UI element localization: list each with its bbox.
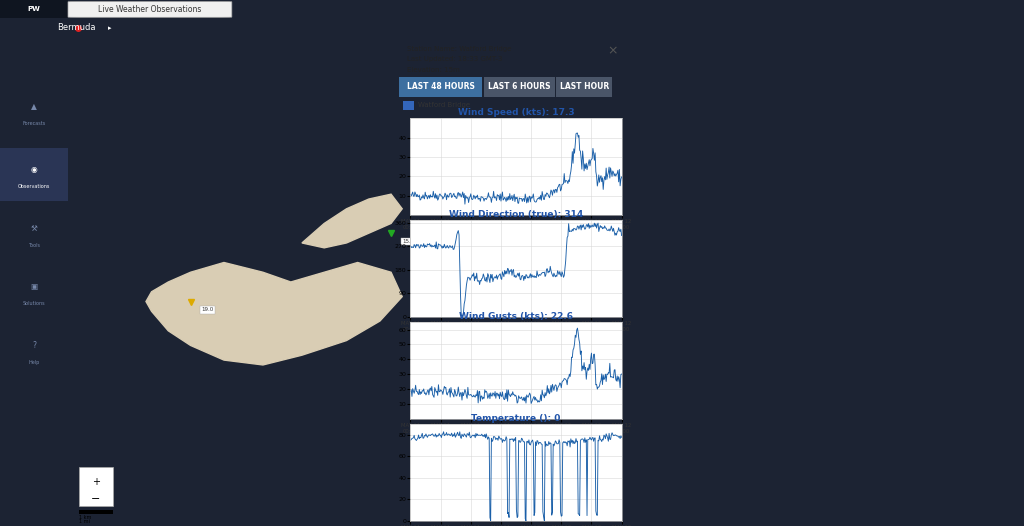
Polygon shape (146, 262, 402, 365)
Text: ▣: ▣ (31, 282, 38, 291)
Bar (0, 148, 68, 201)
Text: 1 mi: 1 mi (79, 519, 90, 524)
Text: 19.0: 19.0 (202, 307, 214, 312)
Text: Forecasts: Forecasts (23, 121, 46, 126)
Text: ▸: ▸ (108, 25, 111, 31)
Text: Observations: Observations (17, 184, 50, 189)
Text: ×: × (607, 45, 618, 58)
Text: Solutions: Solutions (23, 301, 45, 307)
Bar (556, 77, 611, 97)
Text: LAST 48 HOURS: LAST 48 HOURS (407, 83, 474, 92)
Title: Wind Direction (true): 314: Wind Direction (true): 314 (449, 210, 583, 219)
Text: LAST 6 HOURS: LAST 6 HOURS (488, 83, 551, 92)
Text: ⚒: ⚒ (31, 224, 38, 233)
Title: Temperature (): 0: Temperature (): 0 (471, 414, 561, 423)
Title: Wind Speed (kts): 17.3: Wind Speed (kts): 17.3 (458, 108, 574, 117)
Text: PW: PW (28, 6, 40, 12)
Bar (398, 77, 482, 97)
Text: Help: Help (29, 360, 40, 365)
Text: +: + (92, 477, 100, 487)
Text: Live Weather Observations: Live Weather Observations (98, 5, 202, 14)
Text: Bermuda: Bermuda (57, 24, 96, 33)
Text: ?: ? (32, 341, 36, 350)
Bar (402, 101, 414, 110)
Polygon shape (302, 194, 402, 248)
Text: LAST HOUR: LAST HOUR (559, 83, 608, 92)
Bar (79, 468, 113, 507)
Text: ▲: ▲ (31, 102, 37, 111)
Text: 15.4: 15.4 (402, 239, 415, 244)
Text: Tools: Tools (28, 243, 40, 248)
Text: 1 km: 1 km (79, 514, 91, 520)
Title: Wind Gusts (kts): 22.6: Wind Gusts (kts): 22.6 (459, 312, 573, 321)
FancyBboxPatch shape (68, 2, 231, 17)
Bar (79, 510, 113, 514)
Bar (483, 77, 555, 97)
Text: Last Updated: 18:33 GMT-3: Last Updated: 18:33 GMT-3 (408, 56, 503, 62)
Bar (0, 0, 68, 18)
Text: Station Name: Watford Bridge: Station Name: Watford Bridge (408, 46, 511, 52)
Text: Watford Bridge: Watford Bridge (419, 103, 471, 108)
Text: −: − (91, 494, 100, 504)
Text: ◉: ◉ (31, 165, 37, 174)
Text: Elevation: 15m: Elevation: 15m (408, 67, 460, 73)
